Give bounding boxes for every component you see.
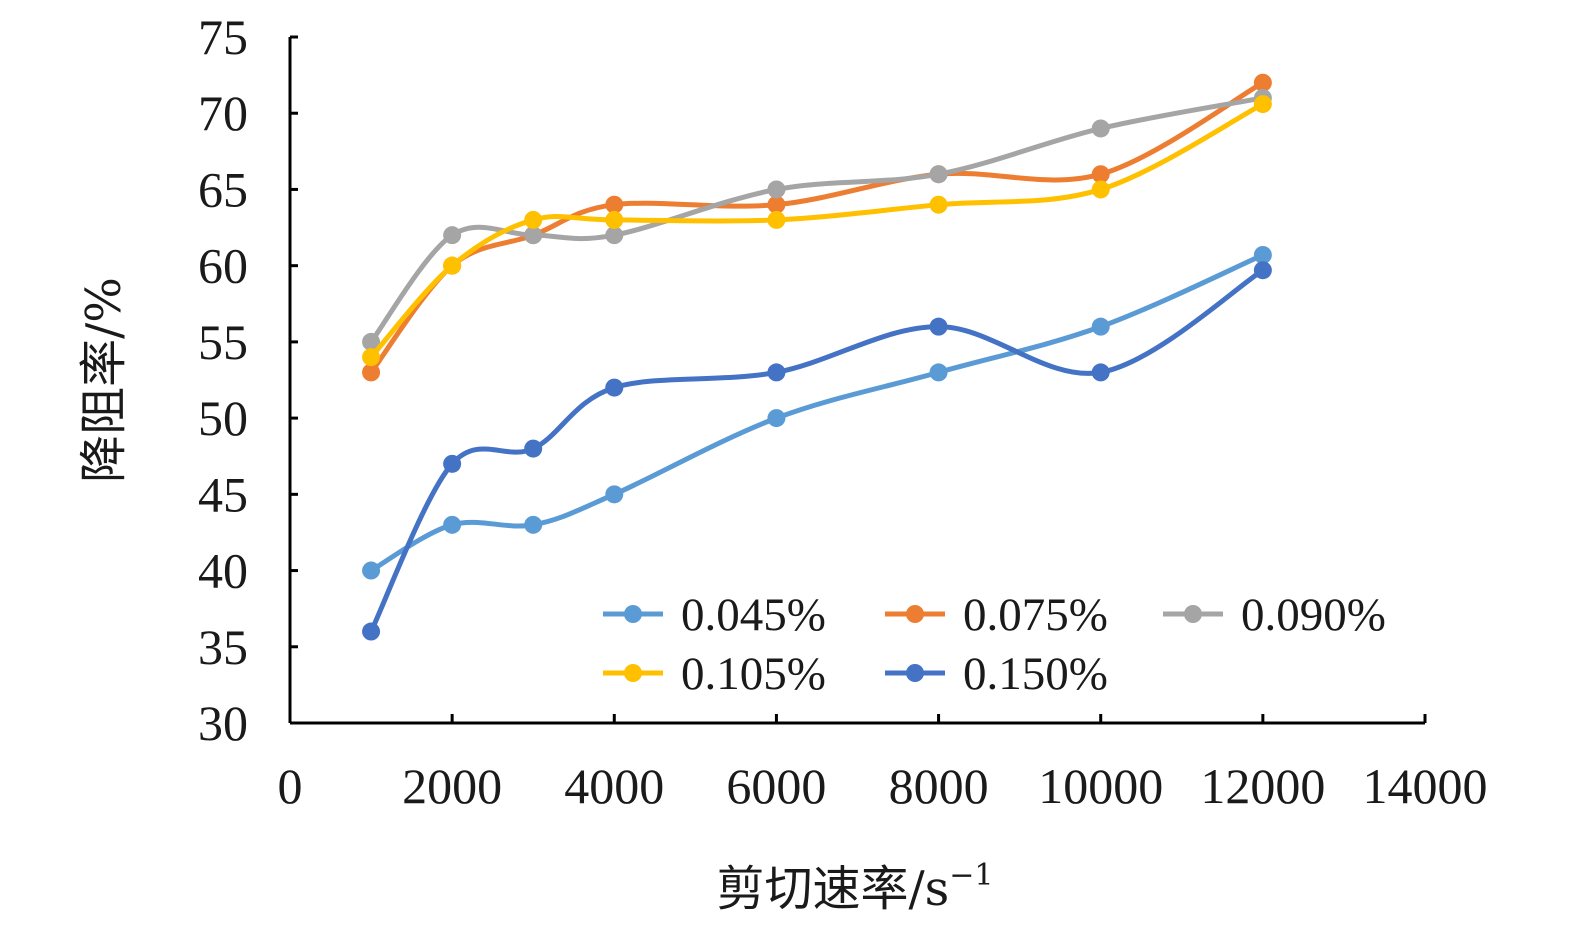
x-tick-label: 0 <box>278 758 303 814</box>
data-point <box>362 561 381 580</box>
data-point <box>767 363 786 382</box>
data-point <box>443 226 462 245</box>
legend-label: 0.105% <box>681 648 826 700</box>
legend-label: 0.150% <box>963 648 1108 700</box>
data-point <box>767 210 786 229</box>
y-tick-label: 40 <box>198 543 248 599</box>
x-tick-label: 12000 <box>1200 758 1325 814</box>
y-tick-label: 65 <box>198 161 248 217</box>
data-point <box>767 180 786 199</box>
data-point <box>362 332 381 351</box>
data-point <box>605 485 624 504</box>
y-tick-label: 70 <box>198 85 248 141</box>
legend-label: 0.045% <box>681 589 826 641</box>
legend-item: 0.105% <box>603 648 826 700</box>
data-point <box>767 195 786 214</box>
data-point <box>1091 119 1110 138</box>
series-0.045% <box>362 245 1272 580</box>
data-point <box>1253 245 1272 264</box>
data-point <box>443 256 462 275</box>
series-0.150% <box>362 261 1272 641</box>
data-point <box>362 622 381 641</box>
y-tick-label: 60 <box>198 238 248 294</box>
data-point <box>767 409 786 428</box>
series-line <box>368 80 1266 375</box>
data-point <box>524 439 543 458</box>
x-tick-label: 6000 <box>726 758 826 814</box>
data-point <box>605 195 624 214</box>
x-tick-label: 4000 <box>564 758 664 814</box>
legend: 0.045% 0.075% 0.090% 0.105% 0.150% <box>603 589 1386 700</box>
y-tick-label: 55 <box>198 314 248 370</box>
legend-item: 0.045% <box>603 589 826 641</box>
series-line <box>368 252 1266 574</box>
data-point <box>605 210 624 229</box>
x-tick-label: 10000 <box>1038 758 1163 814</box>
series-line <box>368 101 1266 360</box>
y-tick-label: 35 <box>198 619 248 675</box>
data-point <box>1091 165 1110 184</box>
data-point <box>1091 180 1110 199</box>
y-tick-label: 30 <box>198 695 248 751</box>
data-point <box>362 363 381 382</box>
data-point <box>605 226 624 245</box>
legend-item: 0.090% <box>1163 589 1386 641</box>
data-point <box>524 210 543 229</box>
data-point <box>929 165 948 184</box>
data-point <box>443 515 462 534</box>
legend-swatch-marker <box>906 664 924 682</box>
series-line <box>368 267 1266 635</box>
data-point <box>1253 73 1272 92</box>
data-point <box>1091 317 1110 336</box>
x-axis-title: 剪切速率/s−1 <box>716 858 993 917</box>
series-group <box>362 73 1272 641</box>
x-tick-label: 8000 <box>889 758 989 814</box>
data-point <box>1091 363 1110 382</box>
data-point <box>524 226 543 245</box>
data-point <box>362 348 381 367</box>
axes: 30 35 40 45 50 55 60 65 70 75 0 2000 4000 6000 8000 100… <box>198 9 1488 814</box>
y-axis-title: 降阻率/% <box>76 277 132 483</box>
y-tick-label: 75 <box>198 9 248 65</box>
legend-swatch-marker <box>906 605 924 623</box>
series-0.105% <box>362 95 1272 367</box>
data-point <box>929 195 948 214</box>
data-point <box>929 363 948 382</box>
legend-label: 0.075% <box>963 589 1108 641</box>
x-axis-title-superscript: −1 <box>949 858 993 893</box>
y-tick-label: 45 <box>198 466 248 522</box>
legend-swatch-marker <box>624 664 642 682</box>
data-point <box>1253 95 1272 114</box>
legend-item: 0.150% <box>885 648 1108 700</box>
x-tick-label: 14000 <box>1363 758 1488 814</box>
legend-label: 0.090% <box>1241 589 1386 641</box>
x-axis-title-text: 剪切速率/s <box>716 861 949 917</box>
series-line <box>368 95 1266 345</box>
data-point <box>1253 261 1272 280</box>
legend-swatch-marker <box>1184 605 1202 623</box>
y-tick-label: 50 <box>198 390 248 446</box>
data-point <box>524 515 543 534</box>
series-0.090% <box>362 88 1272 351</box>
legend-item: 0.075% <box>885 589 1108 641</box>
data-point <box>605 378 624 397</box>
data-point <box>443 454 462 473</box>
legend-swatch-marker <box>624 605 642 623</box>
x-tick-label: 2000 <box>402 758 502 814</box>
data-point <box>929 317 948 336</box>
